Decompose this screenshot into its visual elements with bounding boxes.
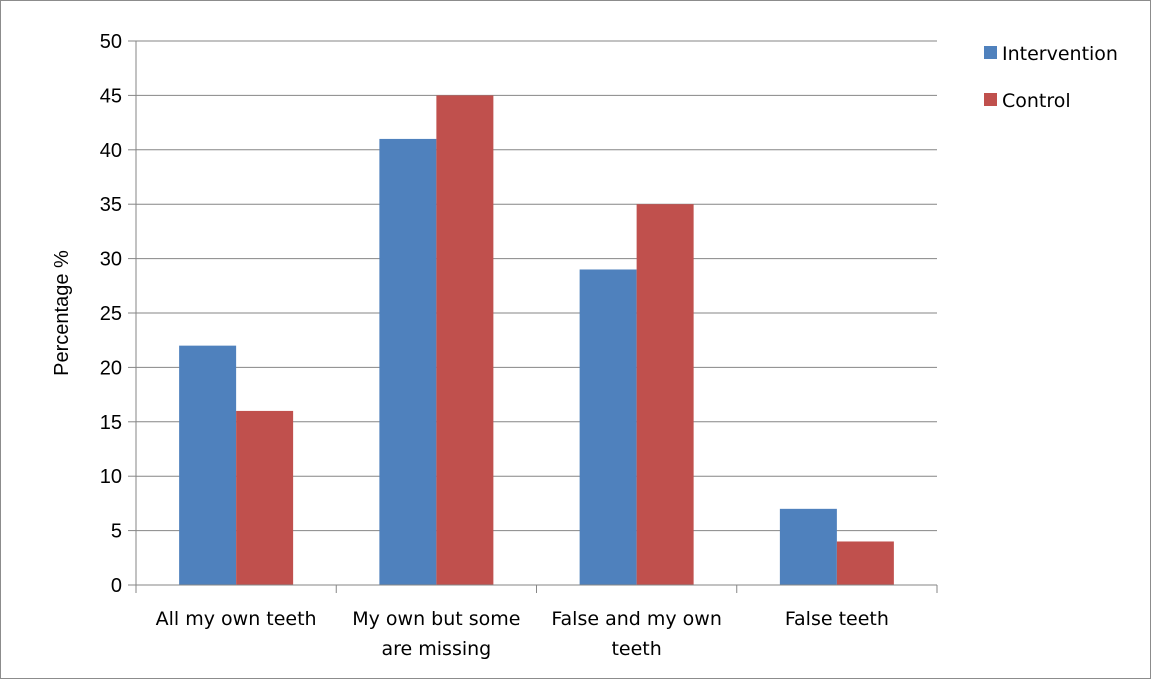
x-category-label-line: My own but some — [352, 608, 520, 630]
legend-label: Intervention — [1002, 43, 1118, 65]
legend-swatch — [984, 46, 997, 59]
x-category-labels: All my own teeth My own but some are missi… — [156, 608, 889, 660]
y-tick-labels: 0 5 10 15 20 25 30 35 40 45 50 — [100, 31, 122, 597]
y-tick-label: 30 — [100, 249, 122, 271]
x-category-label-line: False teeth — [785, 608, 889, 630]
bar-intervention — [579, 269, 637, 585]
bar-control — [436, 95, 494, 586]
x-category-label: False and my own teeth — [551, 608, 722, 660]
bar-control — [636, 204, 694, 585]
x-category-label-line: are missing — [382, 638, 492, 660]
y-tick-label: 20 — [100, 357, 122, 379]
y-tick-label: 5 — [111, 521, 122, 543]
bar-intervention — [779, 508, 837, 585]
legend-label: Control — [1002, 90, 1071, 112]
x-category-label: False teeth — [785, 608, 889, 630]
y-tick-label: 35 — [100, 194, 122, 216]
axes — [128, 40, 938, 593]
y-tick-label: 25 — [100, 303, 122, 325]
bar-control — [836, 541, 894, 585]
y-axis-label: Percentage % — [51, 250, 73, 376]
x-category-label-line: False and my own — [551, 608, 722, 630]
legend: Intervention Control — [984, 43, 1118, 112]
y-tick-label: 45 — [100, 85, 122, 107]
bars — [179, 95, 894, 586]
bar-intervention — [179, 345, 237, 585]
x-category-label: All my own teeth — [156, 608, 317, 630]
bar-intervention — [379, 138, 437, 586]
y-tick-label: 15 — [100, 412, 122, 434]
x-category-label-line: teeth — [611, 638, 661, 660]
legend-swatch — [984, 93, 997, 106]
y-tick-label: 10 — [100, 466, 122, 488]
bar-control — [236, 410, 294, 585]
y-tick-label: 50 — [100, 31, 122, 53]
y-tick-label: 0 — [111, 575, 122, 597]
x-category-label: My own but some are missing — [352, 608, 520, 660]
y-tick-label: 40 — [100, 140, 122, 162]
x-category-label-line: All my own teeth — [156, 608, 317, 630]
